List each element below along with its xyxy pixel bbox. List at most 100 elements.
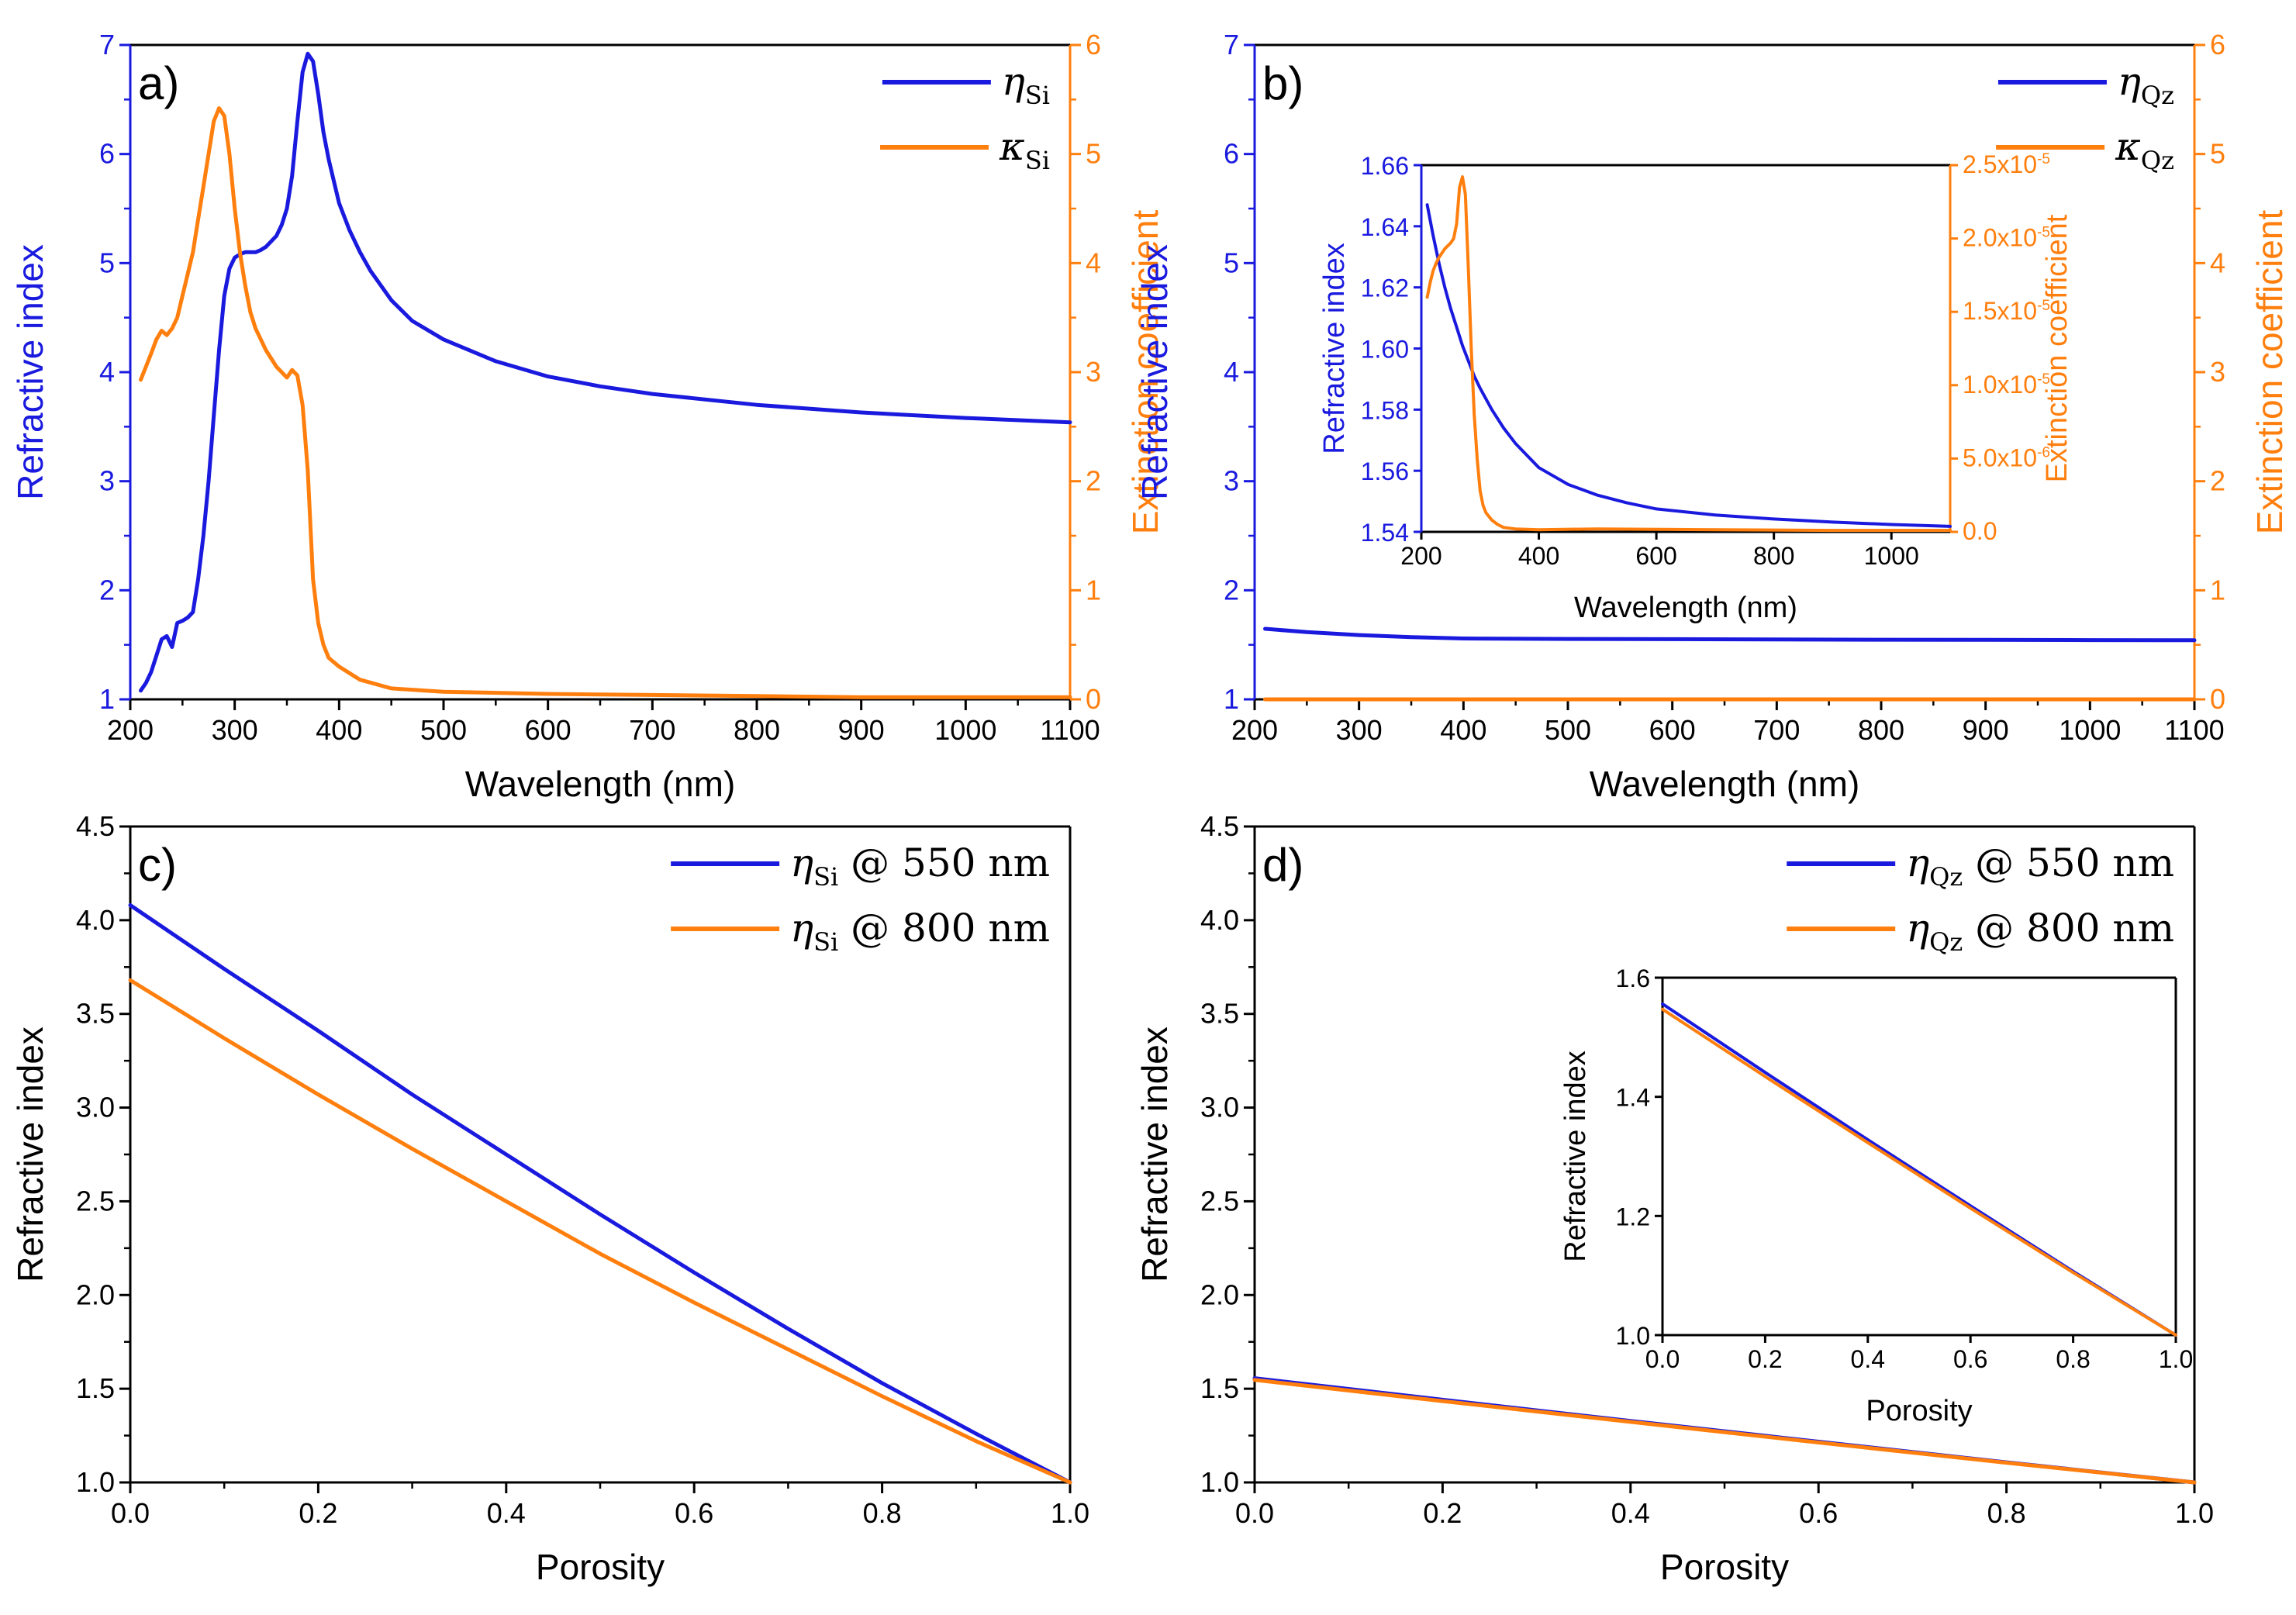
tick-mantissa: 2.0x10 bbox=[1963, 224, 2037, 252]
legend-symbol: η bbox=[1906, 840, 1929, 885]
series-line-η_Qz @ 800 nm bbox=[1661, 1007, 2177, 1337]
y-tick-label: 7 bbox=[99, 29, 115, 60]
y-tick-label: 1.66 bbox=[1361, 152, 1409, 180]
x-axis-title: Porosity bbox=[1866, 1395, 1972, 1427]
legend-subscript: Si bbox=[1025, 146, 1050, 175]
y-tick-label: 1.6 bbox=[1616, 965, 1650, 992]
y-right-tick-label: 2.0x10-5 bbox=[1963, 224, 2050, 252]
y-right-tick-label: 0 bbox=[1086, 683, 1101, 715]
legend-suffix: @ 550 nm bbox=[1963, 840, 2174, 885]
y-tick-label: 5 bbox=[99, 247, 115, 278]
x-tick-label: 600 bbox=[1649, 714, 1696, 746]
y-tick-label: 2.0 bbox=[1200, 1279, 1239, 1310]
y-tick-label: 1.5 bbox=[76, 1372, 115, 1404]
y-tick-label: 6 bbox=[1224, 138, 1239, 170]
legend: ηQz κQz bbox=[1996, 59, 2174, 175]
y-tick-label: 4.5 bbox=[76, 810, 115, 842]
y-axis-title: Refractive index bbox=[1134, 244, 1175, 500]
panel-label: d) bbox=[1262, 839, 1303, 891]
y-tick-label: 1.5 bbox=[1200, 1372, 1239, 1404]
y-tick-label: 6 bbox=[99, 138, 115, 170]
y-tick-label: 4.0 bbox=[1200, 904, 1239, 936]
y-axis-title: Refractive index bbox=[1559, 1051, 1592, 1261]
series-line-η_Qz bbox=[1263, 626, 2197, 643]
series-line-η_Si @ 800 nm bbox=[128, 978, 1072, 1485]
y-right-axis-title: Extinction coefficient bbox=[1125, 210, 1165, 535]
x-tick-label: 800 bbox=[1753, 542, 1794, 570]
y-right-tick-label: 5 bbox=[2210, 138, 2225, 170]
x-tick-label: 0.2 bbox=[299, 1497, 337, 1529]
x-tick-label: 0.4 bbox=[487, 1497, 526, 1529]
x-tick-label: 600 bbox=[1635, 542, 1676, 570]
x-tick-label: 700 bbox=[629, 714, 675, 746]
panel-b: 200 300 400 500 600 700 800 900 1000 1100 1 2 3 4 5 6 7 0… bbox=[1134, 29, 2290, 804]
x-tick-label: 0.2 bbox=[1423, 1497, 1462, 1529]
legend-suffix: @ 550 nm bbox=[838, 840, 1050, 885]
x-tick-label: 900 bbox=[838, 714, 885, 746]
y-tick-label: 2 bbox=[99, 574, 115, 606]
inset-b: 200 400 600 800 1000 1.54 1.56 1.58 1.60 1.62 1.64… bbox=[1318, 150, 2073, 624]
x-tick-label: 900 bbox=[1963, 714, 2009, 746]
legend-subscript: Si bbox=[1025, 81, 1050, 110]
inset-background bbox=[1662, 978, 2176, 1335]
legend-subscript: Qz bbox=[2141, 81, 2174, 110]
y-right-tick-label: 2 bbox=[2210, 465, 2225, 497]
tick-exponent: -5 bbox=[2037, 371, 2050, 388]
legend-symbol: η bbox=[1002, 59, 1025, 104]
legend-symbol: η bbox=[1906, 906, 1929, 951]
y-right-tick-label: 1 bbox=[1086, 574, 1101, 606]
y-right-tick-label: 4 bbox=[1086, 247, 1101, 278]
panel-label: c) bbox=[138, 839, 177, 891]
x-tick-label: 300 bbox=[1336, 714, 1383, 746]
tick-mantissa: 0.0 bbox=[1963, 517, 1997, 545]
x-tick-label: 700 bbox=[1753, 714, 1800, 746]
legend-entry-label: ηSi @ 550 nm bbox=[790, 840, 1050, 892]
legend-entry-label: ηQz bbox=[2118, 59, 2174, 110]
x-tick-label: 0.0 bbox=[1235, 1497, 1274, 1529]
panel-d: 0.0 0.2 0.4 0.6 0.8 1.0 1.0 1.5 2.0 2.5 3.0 3.5 4.0 4… bbox=[1134, 810, 2214, 1587]
y-tick-label: 1.58 bbox=[1361, 396, 1409, 424]
legend-symbol: κ bbox=[999, 124, 1025, 169]
series-line-κ_Si bbox=[139, 106, 1072, 699]
series-line-η_Qz bbox=[1425, 203, 1952, 528]
tick-exponent: -5 bbox=[2037, 225, 2050, 241]
inset-background bbox=[1421, 165, 1950, 532]
x-tick-label: 800 bbox=[1858, 714, 1904, 746]
x-axis-title: Porosity bbox=[536, 1547, 665, 1587]
y-tick-label: 1.56 bbox=[1361, 457, 1409, 485]
y-tick-label: 3.0 bbox=[1200, 1092, 1239, 1123]
series-line-η_Si bbox=[139, 51, 1072, 693]
x-tick-label: 0.0 bbox=[1645, 1345, 1680, 1373]
x-tick-label: 400 bbox=[1518, 542, 1559, 570]
y-right-tick-label: 6 bbox=[2210, 29, 2225, 60]
panel-a: 200 300 400 500 600 700 800 900 1000 1100 1 2 3 4 5 6 7 0… bbox=[10, 29, 1165, 804]
series-line-κ_Qz bbox=[1425, 175, 1952, 533]
y-tick-label: 1.64 bbox=[1361, 213, 1409, 241]
x-tick-label: 0.8 bbox=[2056, 1345, 2090, 1373]
y-tick-label: 3 bbox=[99, 465, 115, 497]
legend-subscript: Qz bbox=[2141, 146, 2174, 175]
y-tick-label: 2 bbox=[1224, 574, 1239, 606]
x-tick-label: 1.0 bbox=[2159, 1345, 2193, 1373]
x-tick-label: 0.8 bbox=[1987, 1497, 2026, 1529]
y-right-tick-label: 0.0 bbox=[1963, 517, 1997, 545]
x-tick-label: 0.6 bbox=[1953, 1345, 1987, 1373]
y-tick-label: 2.5 bbox=[76, 1185, 115, 1216]
legend-entry-label: κQz bbox=[2115, 124, 2174, 175]
y-right-tick-label: 3 bbox=[2210, 356, 2225, 388]
tick-exponent: -6 bbox=[2037, 444, 2050, 461]
y-tick-label: 5 bbox=[1224, 247, 1239, 278]
y-right-tick-label: 2 bbox=[1086, 465, 1101, 497]
tick-mantissa: 1.5x10 bbox=[1963, 297, 2037, 325]
y-right-tick-label: 1.0x10-5 bbox=[1963, 371, 2050, 399]
y-axis-title: Refractive index bbox=[1134, 1027, 1175, 1282]
y-tick-label: 4.0 bbox=[76, 904, 115, 936]
x-tick-label: 400 bbox=[316, 714, 362, 746]
x-axis-title: Wavelength (nm) bbox=[1574, 592, 1797, 624]
y-right-tick-label: 5.0x10-6 bbox=[1963, 443, 2050, 471]
series-line-η_Si @ 550 nm bbox=[128, 903, 1072, 1485]
y-right-tick-label: 2.5x10-5 bbox=[1963, 150, 2050, 178]
legend-subscript: Si bbox=[813, 927, 838, 957]
inset-d: 0.0 0.2 0.4 0.6 0.8 1.0 1.0 1.2 1.4 1.6 Porosity Re… bbox=[1559, 965, 2193, 1427]
x-tick-label: 300 bbox=[212, 714, 258, 746]
